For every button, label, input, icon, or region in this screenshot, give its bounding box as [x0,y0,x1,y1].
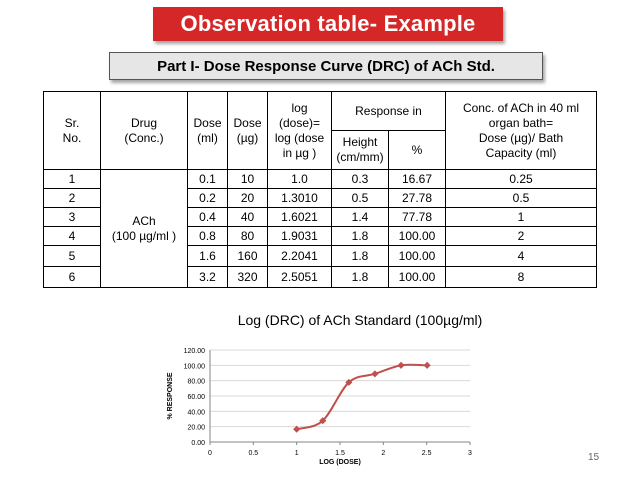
cell-percent: 27.78 [388,188,446,208]
table-row: 5 1.6 160 2.2041 1.8 100.00 4 [43,245,597,267]
cell-sr: 1 [43,169,101,189]
header-height: Height (cm/mm) [331,130,389,170]
cell-conc: 0.5 [445,188,597,208]
cell-conc: 1 [445,207,597,227]
cell-dose-ml: 0.2 [187,188,228,208]
cell-dose-ml: 0.8 [187,226,228,246]
header-drug: Drug (Conc.) [100,91,188,170]
cell-dose-ml: 0.1 [187,169,228,189]
data-point [371,370,379,378]
y-tick-label: 120.00 [184,348,206,355]
y-axis-title: % RESPONSE [167,372,174,419]
cell-dose-ug: 80 [227,226,268,246]
y-tick-label: 0.00 [191,440,205,447]
cell-log: 2.5051 [267,266,332,288]
cell-dose-ug: 20 [227,188,268,208]
data-point [319,417,327,425]
y-tick-label: 20.00 [187,425,205,432]
cell-percent: 100.00 [388,226,446,246]
x-tick-label: 0 [208,450,212,457]
cell-percent: 100.00 [388,245,446,267]
cell-percent: 16.67 [388,169,446,189]
cell-sr: 6 [43,266,101,288]
cell-conc: 4 [445,245,597,267]
x-tick-label: 2.5 [422,450,432,457]
y-tick-label: 80.00 [187,379,205,386]
cell-height: 1.8 [331,245,389,267]
slide-subtitle: Part I- Dose Response Curve (DRC) of ACh… [109,52,543,80]
cell-conc: 0.25 [445,169,597,189]
cell-sr: 3 [43,207,101,227]
cell-sr: 5 [43,245,101,267]
cell-height: 0.5 [331,188,389,208]
cell-log: 1.6021 [267,207,332,227]
header-dose-ml: Dose (ml) [187,91,228,170]
x-tick-label: 1 [295,450,299,457]
cell-dose-ml: 0.4 [187,207,228,227]
cell-dose-ug: 320 [227,266,268,288]
header-sr: Sr. No. [43,91,101,170]
x-tick-label: 3 [468,450,472,457]
y-tick-label: 40.00 [187,409,205,416]
dose-response-chart: 0.00 20.00 40.00 60.00 80.00 100.00 120.00 0 0.5… [167,348,472,466]
cell-drug: ACh (100 µg/ml ) [100,169,188,288]
header-response-in: Response in [331,91,446,131]
cell-dose-ug: 10 [227,169,268,189]
y-tick-label: 100.00 [184,363,206,370]
data-point [423,361,431,369]
cell-dose-ug: 160 [227,245,268,267]
header-conc: Conc. of ACh in 40 ml organ bath= Dose (µ… [445,91,597,170]
cell-dose-ml: 1.6 [187,245,228,267]
cell-log: 2.2041 [267,245,332,267]
slide-title: Observation table- Example [153,7,503,41]
header-log-dose: log (dose)= log (dose in µg ) [267,91,332,170]
cell-height: 1.8 [331,266,389,288]
table-row: 1 ACh (100 µg/ml ) 0.1 10 1.0 0.3 16.67 0… [43,169,597,288]
cell-height: 1.4 [331,207,389,227]
cell-sr: 4 [43,226,101,246]
page-number: 15 [588,452,600,463]
cell-sr: 2 [43,188,101,208]
cell-dose-ug: 40 [227,207,268,227]
cell-height: 0.3 [331,169,389,189]
cell-percent: 100.00 [388,266,446,288]
x-axis-title: LOG (DOSE) [319,459,361,466]
header-dose-ug: Dose (µg) [227,91,268,170]
data-point [293,425,301,433]
cell-percent: 77.78 [388,207,446,227]
observation-table: Sr. No. Drug (Conc.) Dose (ml) Dose (µg) log… [43,91,597,288]
data-point [397,361,405,369]
table-row: 6 3.2 320 2.5051 1.8 100.00 8 [43,266,597,288]
cell-log: 1.3010 [267,188,332,208]
y-tick-label: 60.00 [187,394,205,401]
cell-height: 1.8 [331,226,389,246]
header-percent: % [388,130,446,170]
cell-log: 1.9031 [267,226,332,246]
chart-title: Log (DRC) of ACh Standard (100µg/ml) [237,312,483,328]
series-line [296,363,428,431]
cell-conc: 2 [445,226,597,246]
x-tick-label: 1.5 [335,450,345,457]
table-row: 3 0.4 40 1.6021 1.4 77.78 1 [43,207,597,227]
cell-log: 1.0 [267,169,332,189]
cell-conc: 8 [445,266,597,288]
x-tick-label: 0.5 [248,450,258,457]
x-tick-label: 2 [381,450,385,457]
cell-dose-ml: 3.2 [187,266,228,288]
